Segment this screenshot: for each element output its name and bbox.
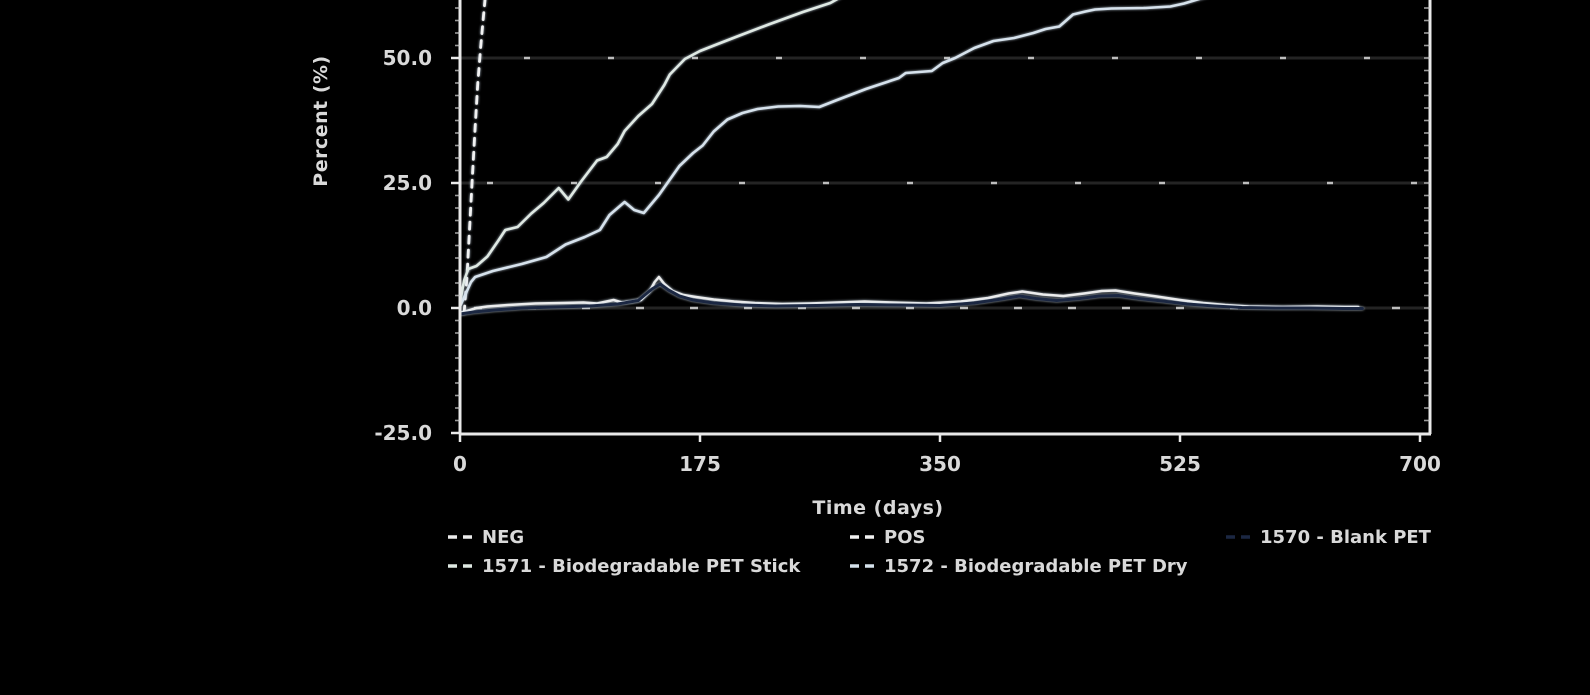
x-tick-label: 350 xyxy=(919,452,961,476)
legend-item: 1570 - Blank PET xyxy=(1226,527,1432,548)
legend-item: 1571 - Biodegradable PET Stick xyxy=(448,556,801,577)
series-line xyxy=(460,282,1364,316)
y-axis-title: Percent (%) xyxy=(310,55,332,186)
series-line xyxy=(462,0,487,315)
legend-label: NEG xyxy=(482,527,524,548)
y-tick-label: -25.0 xyxy=(374,421,432,445)
y-tick-label: 25.0 xyxy=(383,171,432,195)
legend-label: 1570 - Blank PET xyxy=(1260,527,1432,548)
y-tick-label: 0.0 xyxy=(397,296,432,320)
legend: NEG POS 1570 - Blank PET 1571 - Biodegradab… xyxy=(448,527,1432,577)
x-axis-title: Time (days) xyxy=(812,497,943,519)
tick-marks-and-labels: 50.0 25.0 0.0 -25.0 0 175 350 525 700 xyxy=(374,7,1441,476)
axes xyxy=(458,0,1432,436)
legend-label: POS xyxy=(884,527,925,548)
x-tick-label: 525 xyxy=(1159,452,1201,476)
x-tick-label: 700 xyxy=(1399,452,1441,476)
x-tick-label: 0 xyxy=(453,452,467,476)
series-line xyxy=(460,0,839,305)
series-line xyxy=(460,0,1201,308)
legend-label: 1572 - Biodegradable PET Dry xyxy=(884,556,1188,577)
data-series xyxy=(460,0,1364,316)
gridlines xyxy=(460,56,1430,310)
legend-label: 1571 - Biodegradable PET Stick xyxy=(482,556,801,577)
x-tick-label: 175 xyxy=(679,452,721,476)
legend-item: POS xyxy=(850,527,925,548)
y-tick-label: 50.0 xyxy=(383,46,432,70)
legend-item: 1572 - Biodegradable PET Dry xyxy=(850,556,1188,577)
legend-item: NEG xyxy=(448,527,524,548)
series-line xyxy=(460,275,1360,315)
